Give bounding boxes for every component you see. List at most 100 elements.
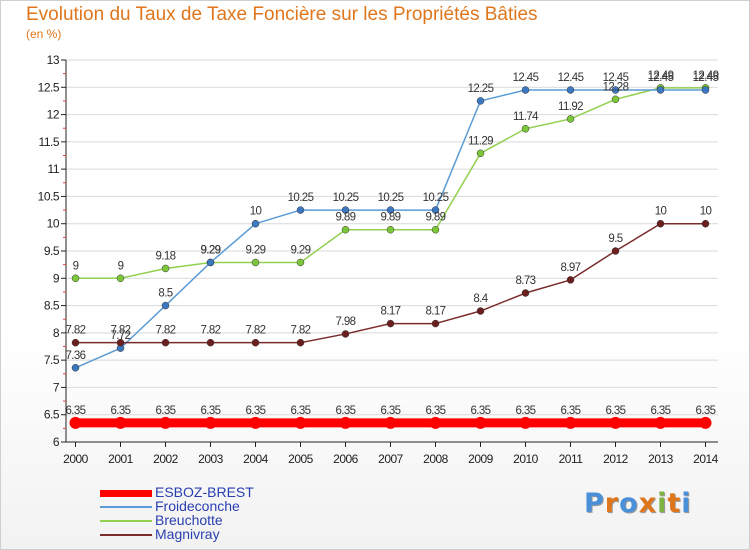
- x-tick-label: 2007: [378, 452, 404, 466]
- logo-letter: x: [638, 488, 658, 519]
- data-point: [386, 319, 395, 328]
- data-point: [386, 225, 395, 234]
- data-point: [566, 276, 575, 284]
- logo-letter: i: [681, 488, 692, 519]
- data-point: [476, 97, 485, 105]
- data-point: [521, 289, 530, 297]
- x-tick-label: 2013: [648, 452, 674, 466]
- data-point: [294, 416, 307, 429]
- data-label: 6.35: [561, 405, 581, 417]
- logo-letter: t: [667, 488, 682, 519]
- y-tick-label: 6.5: [44, 408, 60, 422]
- data-point: [69, 416, 82, 429]
- data-label: 12.45: [513, 72, 539, 84]
- data-label: 9.29: [291, 244, 311, 256]
- data-point: [519, 416, 532, 429]
- data-point: [341, 225, 350, 234]
- data-label: 12.45: [558, 72, 584, 84]
- data-point: [71, 338, 80, 347]
- proxiti-logo: Proxiti: [584, 488, 692, 519]
- data-label: 10.25: [333, 192, 359, 204]
- data-point: [611, 247, 620, 255]
- data-point: [429, 416, 442, 429]
- chart-unit-label: (en %): [26, 27, 62, 41]
- y-tick-label: 11.5: [39, 135, 60, 149]
- data-label: 8.73: [516, 275, 536, 287]
- x-tick-label: 2010: [513, 452, 539, 466]
- logo-letter: P: [584, 488, 605, 519]
- data-label: 6.35: [201, 405, 221, 417]
- data-label: 7.82: [201, 325, 221, 337]
- data-point: [566, 115, 575, 123]
- data-label: 9.5: [608, 233, 622, 245]
- x-tick-label: 2002: [153, 452, 179, 466]
- data-point: [159, 416, 172, 429]
- legend-label: Froideconche: [155, 498, 240, 514]
- x-tick-label: 2014: [693, 452, 719, 466]
- x-tick-label: 2008: [423, 452, 449, 466]
- data-label: 11.74: [513, 111, 539, 123]
- data-point: [114, 416, 127, 429]
- data-point: [521, 86, 530, 94]
- data-label: 9: [118, 260, 124, 272]
- data-label: 6.35: [336, 405, 356, 417]
- data-label: 10: [655, 206, 667, 218]
- data-point: [296, 258, 305, 267]
- logo-letter: i: [657, 488, 668, 519]
- data-point: [206, 258, 215, 267]
- data-point: [609, 416, 622, 429]
- legend-swatch: [100, 520, 152, 522]
- data-point: [611, 86, 620, 94]
- data-label: 12.28: [603, 81, 629, 93]
- data-label: 6.35: [696, 405, 716, 417]
- data-label: 12.49: [693, 70, 719, 82]
- data-point: [611, 95, 620, 104]
- data-label: 9.29: [246, 244, 266, 256]
- legend-label: Breuchotte: [155, 512, 223, 528]
- y-tick-label: 7: [53, 380, 60, 394]
- y-tick-label: 9: [53, 271, 60, 285]
- data-point: [339, 416, 352, 429]
- data-label: 6.35: [156, 405, 176, 417]
- legend-label: ESBOZ-BREST: [155, 484, 254, 500]
- data-label: 12.45: [648, 72, 674, 84]
- data-point: [341, 206, 350, 214]
- data-label: 9.29: [201, 244, 221, 256]
- data-label: 9.89: [426, 212, 446, 224]
- data-point: [161, 301, 170, 310]
- data-label: 12.49: [648, 70, 674, 82]
- data-label: 8.4: [473, 293, 488, 305]
- data-label: 7.82: [66, 325, 86, 337]
- chart-title: Evolution du Taux de Taxe Foncière sur l…: [26, 4, 538, 25]
- data-label: 7.82: [111, 325, 131, 337]
- data-point: [71, 364, 80, 372]
- data-point: [521, 125, 530, 133]
- y-tick-label: 12.5: [38, 80, 60, 94]
- data-point: [341, 330, 350, 338]
- data-label: 8.97: [561, 262, 581, 274]
- data-label: 8.5: [158, 288, 172, 300]
- legend-label: Magnivray: [155, 526, 220, 542]
- data-label: 6.35: [291, 405, 311, 417]
- data-point: [296, 338, 305, 347]
- x-tick-label: 2009: [468, 452, 494, 466]
- data-point: [386, 206, 395, 214]
- data-point: [431, 206, 440, 214]
- y-tick-label: 11: [48, 162, 60, 176]
- x-tick-label: 2006: [333, 452, 359, 466]
- legend-swatch: [100, 506, 152, 508]
- data-label: 9: [73, 260, 79, 272]
- x-tick-label: 2004: [243, 452, 269, 466]
- data-label: 11.29: [468, 135, 493, 147]
- data-label: 10: [700, 206, 712, 218]
- data-label: 12.45: [603, 72, 629, 84]
- y-tick-label: 7.5: [44, 353, 60, 367]
- logo-letter: o: [619, 488, 639, 519]
- data-label: 12.45: [693, 72, 719, 84]
- data-label: 6.35: [246, 405, 266, 417]
- data-point: [251, 219, 260, 228]
- data-label: 7.72: [111, 330, 131, 342]
- data-point: [566, 86, 575, 94]
- y-tick-label: 9.5: [44, 244, 60, 258]
